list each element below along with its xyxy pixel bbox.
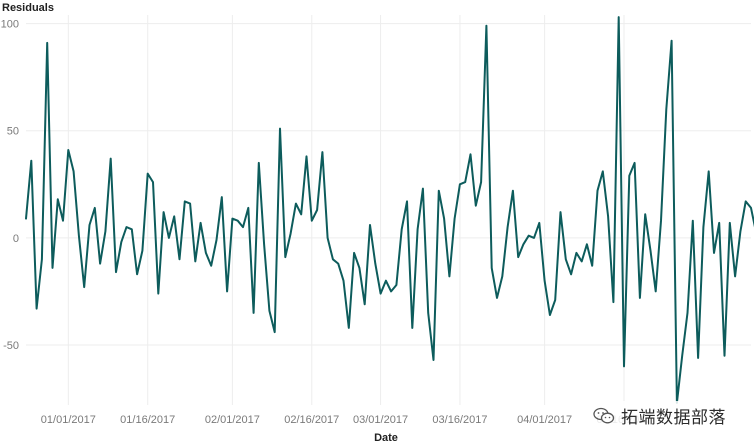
series-line (25, 16, 754, 404)
watermark-text: 拓端数据部落 (621, 408, 726, 428)
x-tick-label: 03/16/2017 (432, 414, 487, 426)
x-tick-label: 01/16/2017 (120, 414, 175, 426)
y-tick-label: 0 (13, 233, 19, 245)
gridlines (26, 15, 751, 405)
y-tick-labels: -50 0 50 100 (1, 19, 19, 352)
x-tick-label: 03/01/2017 (353, 414, 408, 426)
y-tick-label: 50 (7, 126, 19, 138)
y-axis-title: Residuals (2, 2, 54, 14)
wechat-icon (593, 407, 615, 423)
y-tick-label: 100 (1, 19, 19, 31)
x-tick-label: 02/01/2017 (205, 414, 260, 426)
y-tick-label: -50 (3, 340, 19, 352)
series-layer (25, 16, 754, 404)
x-tick-label: 01/01/2017 (41, 414, 96, 426)
watermark: 拓端数据部落 (587, 401, 732, 430)
x-axis-title: Date (374, 432, 398, 444)
x-tick-label: 04/01/2017 (517, 414, 572, 426)
x-tick-labels: 01/01/2017 01/16/2017 02/01/2017 02/16/2017… (41, 414, 652, 426)
x-tick-label: 02/16/2017 (284, 414, 339, 426)
